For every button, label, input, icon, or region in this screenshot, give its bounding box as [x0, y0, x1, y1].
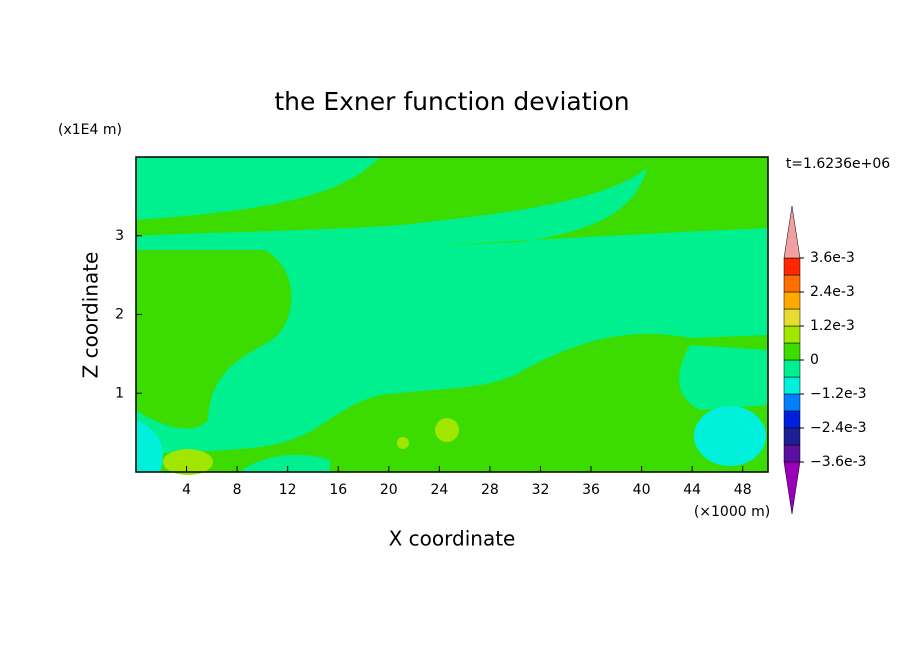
colorbar-segment — [783, 444, 801, 463]
region — [136, 420, 163, 472]
region — [240, 454, 330, 472]
region — [397, 437, 409, 449]
x-tick-label: 8 — [233, 482, 242, 498]
colorbar-segment — [783, 308, 801, 327]
y-tick-label: 2 — [115, 307, 124, 323]
colorbar-label: 3.6e-3 — [810, 250, 855, 266]
colorbar-segment — [783, 274, 801, 293]
colorbar-label: 2.4e-3 — [810, 284, 855, 300]
x-tick-label: 20 — [380, 482, 398, 498]
y-unit: (x1E4 m) — [58, 122, 122, 138]
contour-field — [136, 157, 768, 475]
region — [136, 250, 292, 429]
y-tick-label: 1 — [115, 385, 124, 401]
x-tick-label: 44 — [683, 482, 701, 498]
y-tick-label: 3 — [115, 228, 124, 244]
colorbar-label: −3.6e-3 — [810, 454, 867, 470]
y-axis-label: Z coordinate — [79, 252, 103, 379]
x-tick-label: 28 — [481, 482, 499, 498]
x-tick-label: 4 — [182, 482, 191, 498]
x-tick-label: 36 — [582, 482, 600, 498]
colorbar-segment — [783, 376, 801, 395]
colorbar-segment — [783, 325, 801, 344]
colorbar-segment — [783, 410, 801, 429]
region — [163, 449, 213, 475]
colorbar-over — [783, 205, 801, 259]
colorbar-label: −1.2e-3 — [810, 386, 867, 402]
region — [430, 157, 768, 246]
region — [136, 333, 768, 472]
x-tick-label: 40 — [633, 482, 651, 498]
region — [694, 406, 766, 466]
x-tick-label: 24 — [430, 482, 448, 498]
region — [435, 418, 459, 442]
chart-title: the Exner function deviation — [274, 87, 629, 116]
colorbar-label: 1.2e-3 — [810, 318, 855, 334]
x-unit: (×1000 m) — [694, 504, 770, 520]
x-tick-label: 12 — [279, 482, 297, 498]
region — [136, 157, 660, 236]
annotation: t=1.6236e+06 — [786, 156, 890, 172]
colorbar-segment — [783, 257, 801, 276]
x-tick-label: 48 — [734, 482, 752, 498]
colorbar-segment — [783, 393, 801, 412]
colorbar-segment — [783, 427, 801, 446]
colorbar-label: 0 — [810, 352, 819, 368]
colorbar-segment — [783, 342, 801, 361]
colorbar-segment — [783, 359, 801, 378]
colorbar-segment — [783, 291, 801, 310]
colorbar-under — [783, 461, 801, 515]
x-tick-label: 16 — [329, 482, 347, 498]
region — [679, 345, 768, 410]
x-tick-label: 32 — [532, 482, 550, 498]
colorbar-label: −2.4e-3 — [810, 420, 867, 436]
x-axis-label: X coordinate — [389, 527, 516, 551]
